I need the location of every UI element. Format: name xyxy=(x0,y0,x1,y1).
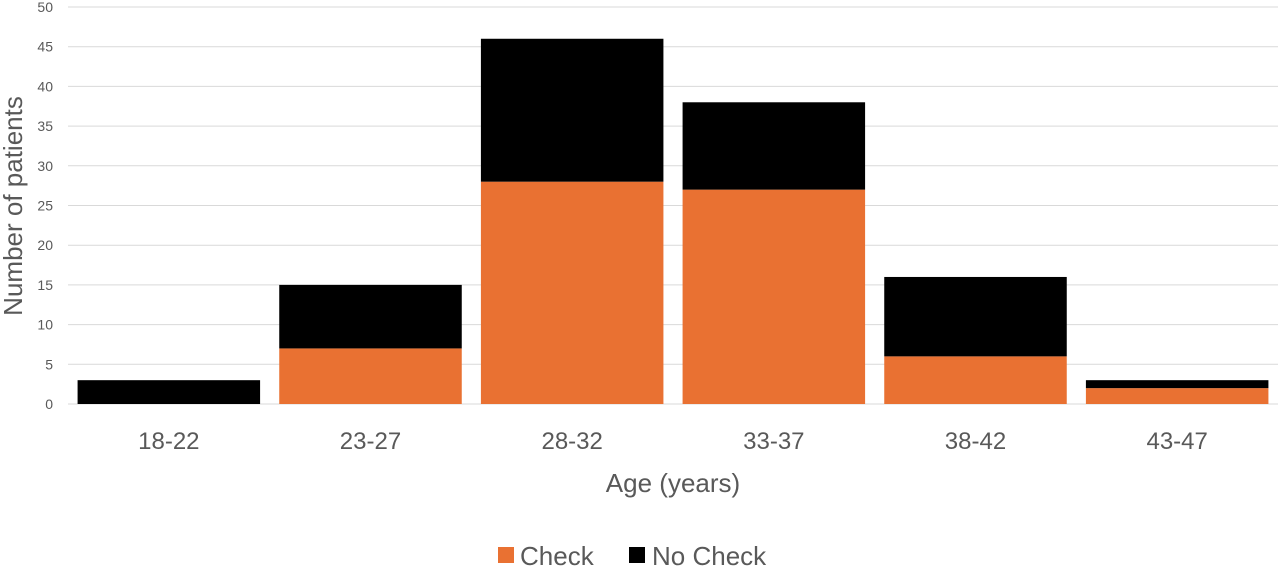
bar-no-check-18-22 xyxy=(77,380,261,404)
x-tick-label: 33-37 xyxy=(743,428,804,455)
y-tick-label: 5 xyxy=(45,356,53,372)
y-tick-label: 25 xyxy=(37,198,53,214)
x-axis-ticks: 18-22 23-27 28-32 33-37 38-42 43-47 xyxy=(138,428,1208,455)
x-tick-label: 18-22 xyxy=(138,428,199,455)
y-tick-label: 50 xyxy=(37,0,53,15)
bar-no-check-23-27 xyxy=(279,284,462,349)
y-axis-ticks: 0 5 10 15 20 25 30 35 40 45 50 xyxy=(37,0,53,412)
bars xyxy=(77,38,1269,404)
bar-check-43-47 xyxy=(1085,388,1269,404)
y-tick-label: 15 xyxy=(37,277,53,293)
y-axis-title: Number of patients xyxy=(0,96,28,316)
y-tick-label: 30 xyxy=(37,158,53,174)
bar-check-28-32 xyxy=(480,181,664,404)
x-tick-label: 28-32 xyxy=(541,428,602,455)
y-tick-label: 0 xyxy=(45,396,53,412)
bar-check-23-27 xyxy=(279,348,462,404)
bar-check-33-37 xyxy=(682,189,866,404)
legend-label-check: Check xyxy=(520,541,595,568)
y-tick-label: 45 xyxy=(37,39,53,55)
x-tick-label: 43-47 xyxy=(1146,428,1207,455)
bar-no-check-28-32 xyxy=(480,38,664,182)
legend-label-no-check: No Check xyxy=(652,541,767,568)
x-tick-label: 38-42 xyxy=(945,428,1006,455)
legend: Check No Check xyxy=(498,541,767,568)
bar-no-check-33-37 xyxy=(682,102,866,190)
legend-swatch-no-check xyxy=(629,547,645,563)
bar-no-check-38-42 xyxy=(884,276,1067,357)
x-tick-label: 23-27 xyxy=(340,428,401,455)
y-tick-label: 10 xyxy=(37,317,53,333)
x-axis-title: Age (years) xyxy=(606,468,740,498)
legend-swatch-check xyxy=(498,547,514,563)
bar-check-38-42 xyxy=(884,356,1067,404)
bar-no-check-43-47 xyxy=(1085,380,1269,389)
y-tick-label: 40 xyxy=(37,78,53,94)
y-tick-label: 20 xyxy=(37,237,53,253)
y-tick-label: 35 xyxy=(37,118,53,134)
gridlines xyxy=(68,6,1278,405)
